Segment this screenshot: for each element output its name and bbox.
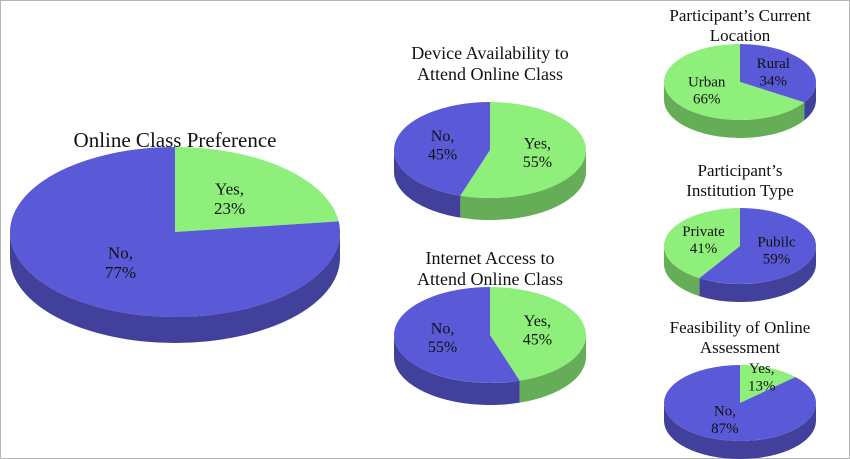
slice [490, 287, 586, 381]
slice-label: Pubilc [757, 234, 796, 250]
slice-side [664, 82, 805, 138]
value-label: 13% [748, 378, 776, 394]
slice-side [664, 403, 816, 459]
slice-label: Yes, [215, 180, 244, 199]
value-label: 87% [711, 421, 739, 437]
slice [740, 365, 796, 403]
slice-side [394, 150, 461, 218]
value-label: 41% [690, 241, 718, 257]
chart-title: Device Availability to [411, 43, 569, 63]
slice-side [460, 150, 586, 220]
value-label: 34% [760, 73, 788, 89]
slice [664, 44, 805, 121]
slice-label: No, [431, 128, 455, 145]
slice-side [804, 82, 816, 121]
slice-side [519, 335, 586, 403]
value-label: 23% [214, 199, 245, 218]
slice [664, 208, 740, 279]
slice [699, 208, 816, 284]
chart-title: Assessment [700, 338, 781, 357]
slice-side [699, 246, 816, 302]
value-label: 59% [763, 252, 791, 268]
value-label: 66% [693, 92, 721, 108]
slice-label: No, [714, 404, 736, 420]
value-label: 45% [523, 332, 552, 349]
slice [663, 365, 816, 441]
slice-label: Yes, [524, 313, 551, 330]
slice-side [664, 246, 700, 297]
chart-title: Participant’s [698, 161, 783, 180]
value-label: 55% [428, 339, 457, 356]
slice [740, 44, 816, 103]
slice-label: Rural [757, 56, 790, 72]
value-label: 45% [428, 147, 457, 164]
slice [9, 147, 340, 317]
slice-label: Urban [688, 74, 726, 90]
chart-title: Participant’s Current [669, 6, 810, 25]
chart-title: Internet Access to [426, 248, 555, 268]
value-label: 55% [523, 154, 552, 171]
slice-label: No, [431, 321, 455, 338]
slice [394, 102, 490, 196]
chart-title: Feasibility of Online [670, 318, 811, 337]
slice-label: Yes, [524, 136, 551, 153]
chart-title: Attend Online Class [417, 64, 563, 84]
slice [175, 147, 339, 232]
slice-label: Yes, [749, 361, 775, 377]
slice-side [394, 335, 520, 406]
slice-label: No, [108, 243, 133, 262]
value-label: 77% [105, 263, 136, 282]
slice-side [10, 232, 340, 343]
slice [460, 102, 587, 198]
chart-title: Institution Type [686, 181, 794, 200]
chart-title: Attend Online Class [417, 269, 563, 289]
chart-title: Location [710, 26, 771, 45]
slice-label: Private [682, 224, 725, 240]
slice [394, 287, 520, 384]
